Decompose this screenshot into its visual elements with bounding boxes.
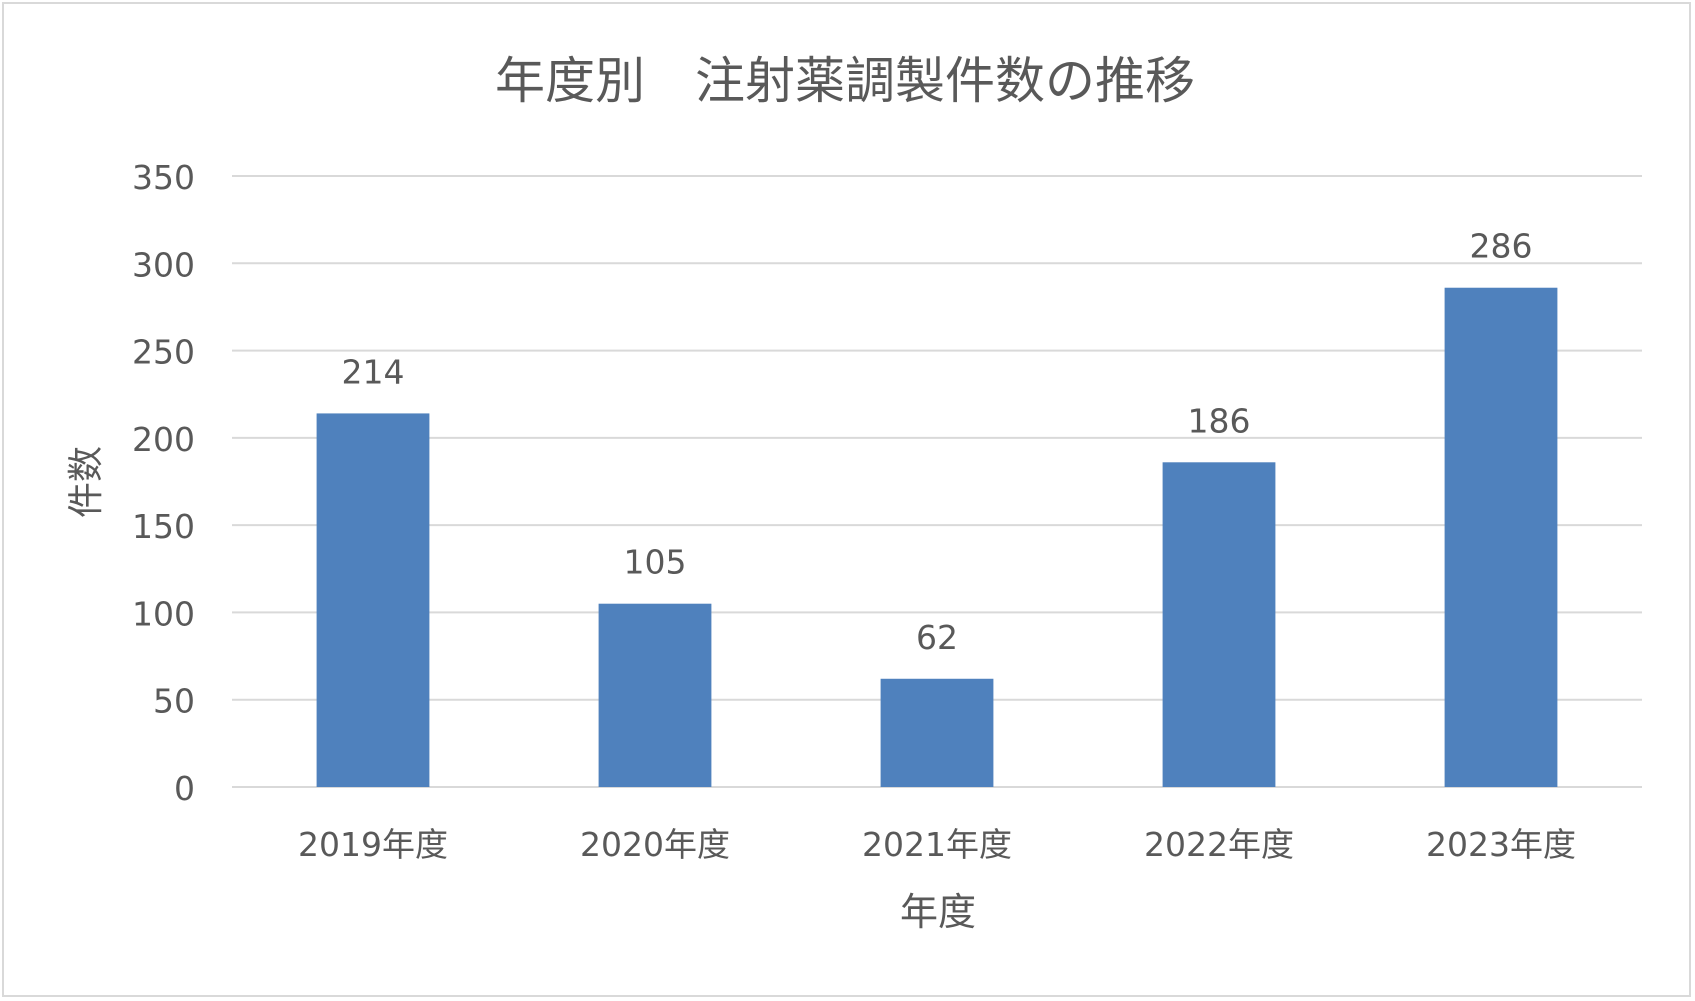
data-label: 214 (342, 352, 405, 391)
x-tick-label: 2022年度 (1144, 825, 1294, 864)
y-tick-label: 350 (132, 158, 195, 197)
bar (1162, 462, 1276, 787)
chart-title: 年度別 注射薬調製件数の推移 (495, 52, 1195, 110)
y-tick-label: 200 (132, 420, 195, 459)
data-label: 286 (1470, 227, 1533, 266)
data-labels: 214 105 62 186 286 (342, 227, 1533, 657)
y-tick-label: 50 (153, 682, 195, 721)
bar (880, 678, 994, 787)
y-tick-label: 150 (132, 507, 195, 546)
x-axis-title: 年度 (900, 890, 976, 934)
gridlines (232, 175, 1642, 788)
data-label: 186 (1188, 401, 1251, 440)
data-label: 62 (916, 618, 958, 657)
bar (316, 413, 430, 787)
x-tick-label: 2019年度 (298, 825, 448, 864)
bar (1444, 287, 1558, 787)
x-tick-label: 2023年度 (1426, 825, 1576, 864)
bar (598, 603, 712, 787)
x-tick-label: 2020年度 (580, 825, 730, 864)
y-axis-title: 件数 (66, 446, 107, 518)
bars (316, 287, 1558, 787)
y-axis-ticks: 0 50 100 150 200 250 300 350 (132, 158, 195, 808)
y-tick-label: 300 (132, 245, 195, 284)
data-label: 105 (624, 543, 687, 582)
x-axis-ticks: 2019年度 2020年度 2021年度 2022年度 2023年度 (298, 825, 1576, 864)
y-tick-label: 0 (174, 769, 195, 808)
y-tick-label: 100 (132, 594, 195, 633)
x-tick-label: 2021年度 (862, 825, 1012, 864)
y-tick-label: 250 (132, 333, 195, 372)
